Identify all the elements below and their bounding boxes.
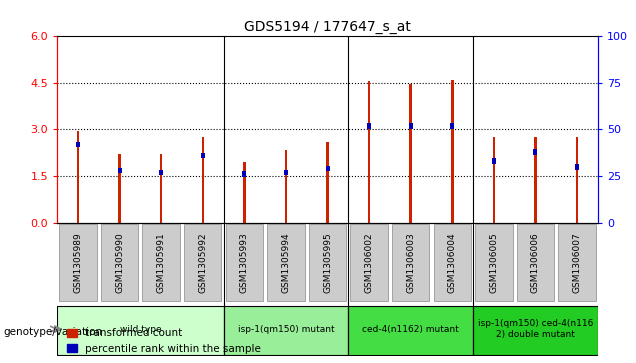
FancyBboxPatch shape	[349, 306, 473, 355]
Bar	[76, 142, 80, 147]
Text: GSM1306003: GSM1306003	[406, 232, 415, 293]
Text: ced-4(n1162) mutant: ced-4(n1162) mutant	[363, 325, 459, 334]
FancyBboxPatch shape	[59, 224, 97, 301]
Bar	[451, 80, 453, 223]
Bar	[242, 171, 246, 177]
Bar	[368, 81, 370, 223]
Bar	[77, 131, 80, 223]
Text: genotype/variation: genotype/variation	[3, 327, 102, 337]
Text: GSM1306002: GSM1306002	[364, 232, 373, 293]
Bar	[284, 170, 288, 175]
Bar	[118, 168, 121, 173]
Text: GSM1305992: GSM1305992	[198, 232, 207, 293]
Text: GSM1305994: GSM1305994	[282, 232, 291, 293]
Bar	[326, 142, 329, 223]
Legend: transformed count, percentile rank within the sample: transformed count, percentile rank withi…	[62, 324, 265, 358]
Bar	[409, 123, 413, 129]
Bar	[243, 162, 245, 223]
Text: GSM1305991: GSM1305991	[156, 232, 166, 293]
FancyBboxPatch shape	[516, 224, 554, 301]
Bar	[326, 166, 329, 171]
Bar	[201, 153, 205, 158]
Bar	[534, 137, 537, 223]
FancyBboxPatch shape	[224, 306, 349, 355]
Bar	[118, 154, 121, 223]
FancyBboxPatch shape	[101, 224, 139, 301]
Bar	[285, 150, 287, 223]
Bar	[160, 154, 162, 223]
Text: GSM1306006: GSM1306006	[531, 232, 540, 293]
FancyBboxPatch shape	[350, 224, 388, 301]
Bar	[492, 158, 496, 164]
Text: isp-1(qm150) mutant: isp-1(qm150) mutant	[238, 325, 335, 334]
Title: GDS5194 / 177647_s_at: GDS5194 / 177647_s_at	[244, 20, 411, 34]
Text: GSM1306007: GSM1306007	[572, 232, 581, 293]
FancyBboxPatch shape	[434, 224, 471, 301]
Bar	[159, 170, 163, 175]
Text: wild type: wild type	[120, 325, 161, 334]
Bar	[410, 85, 412, 223]
FancyBboxPatch shape	[475, 224, 513, 301]
Text: GSM1306004: GSM1306004	[448, 232, 457, 293]
Bar	[367, 123, 371, 129]
FancyBboxPatch shape	[267, 224, 305, 301]
Text: isp-1(qm150) ced-4(n116
2) double mutant: isp-1(qm150) ced-4(n116 2) double mutant	[478, 319, 593, 339]
Bar	[575, 164, 579, 170]
Bar	[576, 137, 578, 223]
Text: GSM1305989: GSM1305989	[74, 232, 83, 293]
FancyBboxPatch shape	[392, 224, 429, 301]
Text: GSM1305995: GSM1305995	[323, 232, 332, 293]
Bar	[493, 137, 495, 223]
FancyBboxPatch shape	[226, 224, 263, 301]
FancyBboxPatch shape	[142, 224, 180, 301]
FancyBboxPatch shape	[57, 306, 224, 355]
FancyBboxPatch shape	[558, 224, 596, 301]
Text: GSM1305990: GSM1305990	[115, 232, 124, 293]
FancyBboxPatch shape	[309, 224, 346, 301]
Bar	[534, 149, 537, 155]
FancyBboxPatch shape	[473, 306, 598, 355]
Text: GSM1306005: GSM1306005	[489, 232, 499, 293]
FancyBboxPatch shape	[184, 224, 221, 301]
Bar	[202, 137, 204, 223]
Text: GSM1305993: GSM1305993	[240, 232, 249, 293]
Bar	[450, 123, 454, 129]
